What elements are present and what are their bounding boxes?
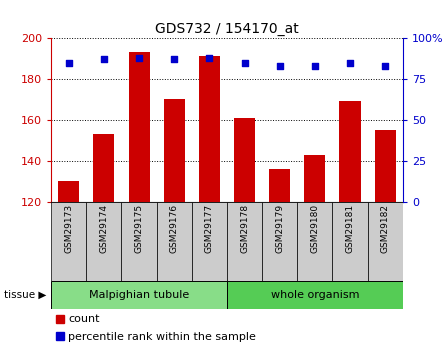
Text: tissue ▶: tissue ▶ [4,290,47,300]
Bar [368,202,403,281]
Point [347,60,354,65]
Point [276,63,283,69]
Point [382,63,389,69]
Text: count: count [68,314,100,324]
Bar [157,202,192,281]
Text: GSM29176: GSM29176 [170,204,179,253]
Bar [234,118,255,202]
Text: GSM29173: GSM29173 [64,204,73,253]
Point [136,55,143,60]
Text: GSM29177: GSM29177 [205,204,214,253]
Bar [51,202,86,281]
Text: GSM29174: GSM29174 [99,204,109,253]
Bar [262,202,297,281]
Point [312,63,319,69]
Bar [304,155,325,202]
Point [65,60,73,65]
Text: GSM29182: GSM29182 [380,204,390,253]
Bar [332,202,368,281]
Bar [340,101,360,202]
Point [241,60,248,65]
Text: GSM29175: GSM29175 [134,204,144,253]
Bar [269,169,290,202]
Text: GSM29178: GSM29178 [240,204,249,253]
Bar [164,99,185,202]
Point [206,55,213,60]
Text: GSM29179: GSM29179 [275,204,284,253]
Bar [375,130,396,202]
Text: Malpighian tubule: Malpighian tubule [89,290,189,300]
Text: GSM29180: GSM29180 [310,204,320,253]
Point [101,57,108,62]
Point [171,57,178,62]
Bar [129,52,150,202]
Bar [297,202,332,281]
Bar [227,202,262,281]
Title: GDS732 / 154170_at: GDS732 / 154170_at [155,21,299,36]
Bar [192,202,227,281]
Bar [58,181,79,202]
Bar [51,281,227,309]
Bar [86,202,121,281]
Text: percentile rank within the sample: percentile rank within the sample [68,332,256,342]
Bar [199,56,220,202]
Bar [227,281,403,309]
Text: whole organism: whole organism [271,290,359,300]
Bar [93,134,114,202]
Bar [121,202,157,281]
Text: GSM29181: GSM29181 [345,204,355,253]
